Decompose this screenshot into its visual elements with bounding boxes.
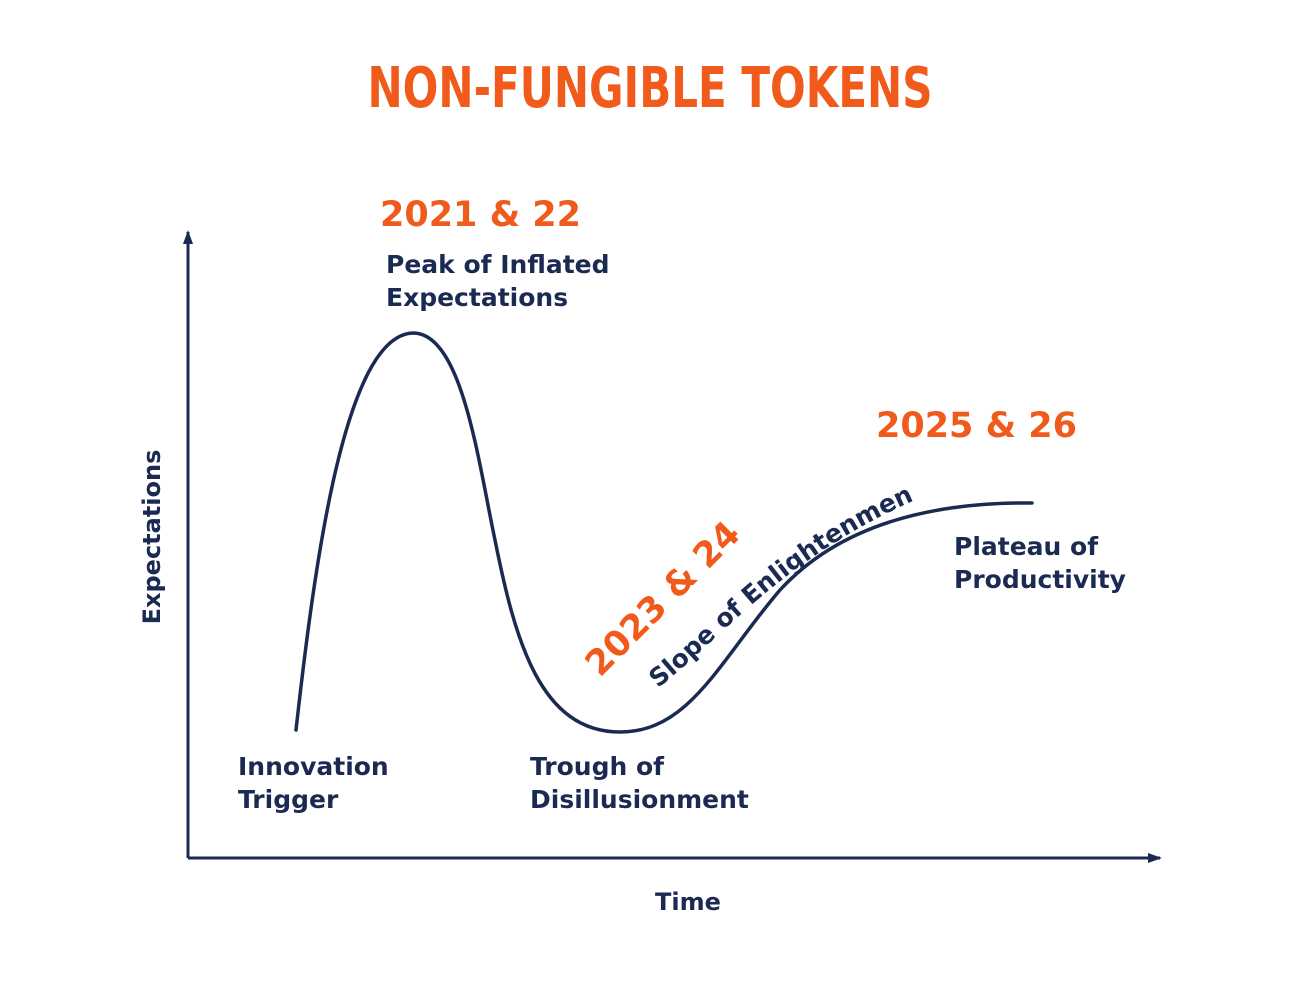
phase-peak-line-2: Expectations [386,283,568,312]
phase-label-plateau: Plateau of Productivity [954,532,1126,594]
phase-label-innovation-trigger: Innovation Trigger [238,752,397,814]
phase-label-trough: Trough of Disillusionment [530,752,749,814]
year-label-plateau: 2025 & 26 [876,406,1077,446]
phase-peak-line-1: Peak of Inflated [386,250,610,279]
phase-innovation-line-1: Innovation [238,752,389,781]
year-label-peak: 2021 & 22 [380,195,581,235]
phase-plateau-line-2: Productivity [954,565,1126,594]
y-axis-label: Expectations [138,450,166,625]
page-title: NON-FUNGIBLE TOKENS [368,56,933,121]
phase-label-peak: Peak of Inflated Expectations [386,250,618,312]
x-axis-label: Time [655,888,721,916]
phase-trough-line-2: Disillusionment [530,785,749,814]
hype-curve [294,331,1034,734]
phase-innovation-line-2: Trigger [238,785,339,814]
phase-trough-line-1: Trough of [530,752,665,781]
phase-plateau-line-1: Plateau of [954,532,1099,561]
